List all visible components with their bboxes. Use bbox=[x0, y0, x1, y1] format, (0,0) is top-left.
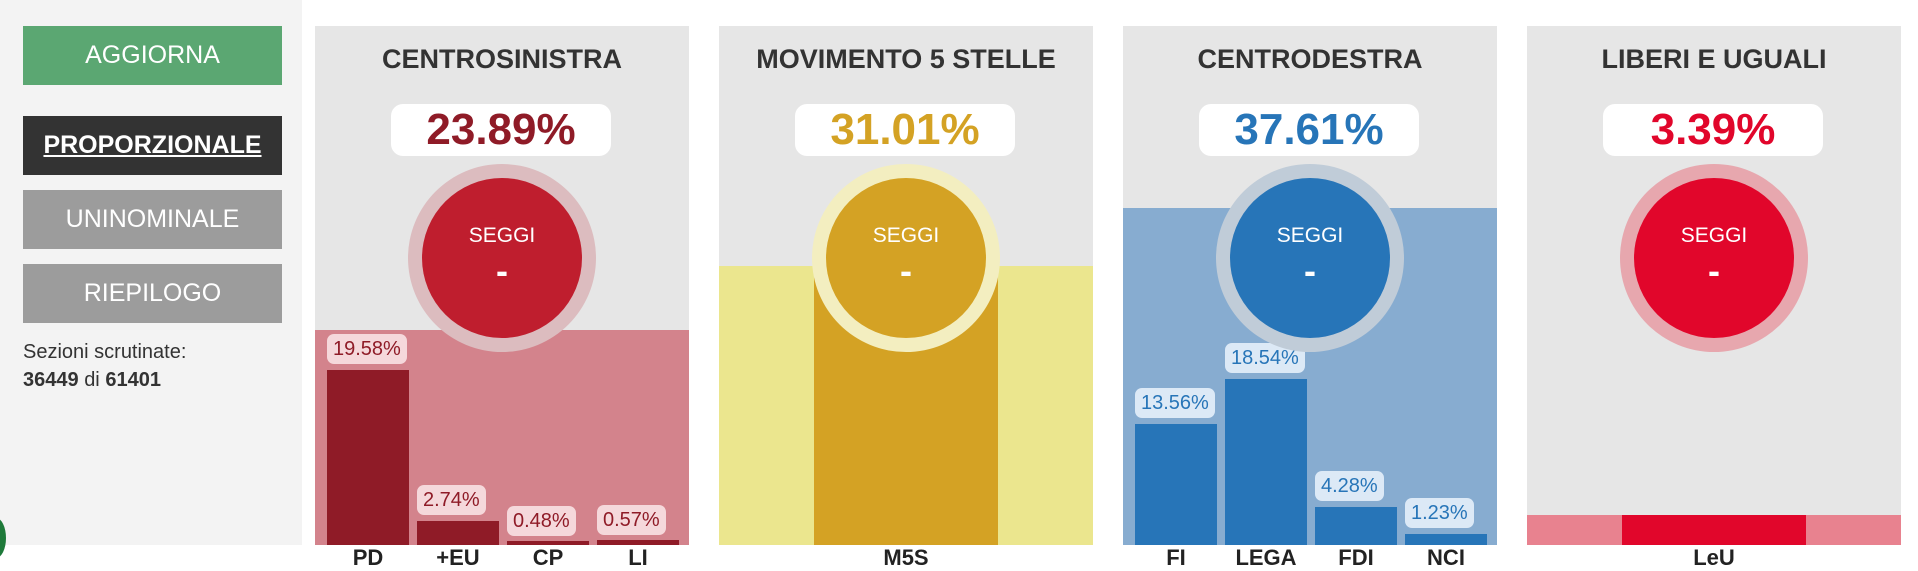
party-bar-nci[interactable] bbox=[1405, 534, 1487, 545]
seats-circle: SEGGI - bbox=[826, 178, 986, 338]
party-name-eu: +EU bbox=[436, 545, 480, 570]
party-bar-cp[interactable] bbox=[507, 541, 589, 545]
party-bar-pd[interactable] bbox=[327, 370, 409, 545]
party-percent-cp: 0.48% bbox=[507, 506, 576, 536]
seats-ring: SEGGI - bbox=[1620, 164, 1808, 352]
coalition-title: MOVIMENTO 5 STELLE bbox=[756, 44, 1056, 74]
seats-value: - bbox=[496, 250, 508, 291]
party-name-pd: PD bbox=[352, 545, 384, 570]
coalition-percent: 23.89% bbox=[391, 104, 611, 156]
seats-ring: SEGGI - bbox=[812, 164, 1000, 352]
sections-label: Sezioni scrutinate: bbox=[23, 341, 187, 363]
seats-value: - bbox=[1708, 250, 1720, 291]
seats-label: SEGGI bbox=[872, 224, 940, 247]
coalition-percent: 37.61% bbox=[1199, 104, 1419, 156]
party-name-nci: NCI bbox=[1427, 545, 1465, 570]
party-bar-eu[interactable] bbox=[417, 521, 499, 545]
seats-label: SEGGI bbox=[1276, 224, 1344, 247]
seats-circle: SEGGI - bbox=[1634, 178, 1794, 338]
sections-counter: Sezioni scrutinate: 36449 di 61401 bbox=[23, 338, 186, 394]
party-name-m5s: M5S bbox=[883, 545, 929, 570]
coalition-percent: 31.01% bbox=[795, 104, 1015, 156]
seats-label: SEGGI bbox=[1680, 224, 1748, 247]
tab-riepilogo[interactable]: RIEPILOGO bbox=[23, 264, 282, 323]
sections-of: di bbox=[84, 369, 100, 391]
party-percent-fi: 13.56% bbox=[1135, 388, 1215, 418]
seats-ring: SEGGI - bbox=[408, 164, 596, 352]
seats-circle: SEGGI - bbox=[1230, 178, 1390, 338]
seats-circle: SEGGI - bbox=[422, 178, 582, 338]
party-percent-fdi: 4.28% bbox=[1315, 471, 1384, 501]
seats-value: - bbox=[1304, 250, 1316, 291]
party-bar-fi[interactable] bbox=[1135, 424, 1217, 545]
party-percent-pd: 19.58% bbox=[327, 334, 407, 364]
party-name-li: LI bbox=[628, 545, 648, 570]
sections-total: 61401 bbox=[105, 369, 161, 391]
party-percent-nci: 1.23% bbox=[1405, 498, 1474, 528]
coalition-title: CENTRODESTRA bbox=[1197, 44, 1423, 74]
party-percent-eu: 2.74% bbox=[417, 485, 486, 515]
decorative-dot bbox=[0, 518, 6, 558]
seats-label: SEGGI bbox=[468, 224, 536, 247]
party-name-fi: FI bbox=[1166, 545, 1186, 570]
party-name-cp: CP bbox=[532, 545, 564, 570]
coalition-percent: 3.39% bbox=[1603, 104, 1823, 156]
sections-values: 36449 di 61401 bbox=[23, 366, 186, 394]
party-bar-leu[interactable] bbox=[1622, 515, 1806, 545]
party-bar-fdi[interactable] bbox=[1315, 507, 1397, 545]
party-name-leu: LeU bbox=[1693, 545, 1735, 570]
coalition-panel-m5s[interactable]: MOVIMENTO 5 STELLE 31.01% SEGGI - bbox=[719, 26, 1093, 545]
party-name-lega: LEGA bbox=[1235, 545, 1297, 570]
seats-ring: SEGGI - bbox=[1216, 164, 1404, 352]
tab-uninominale[interactable]: UNINOMINALE bbox=[23, 190, 282, 249]
party-percent-li: 0.57% bbox=[597, 505, 666, 535]
sections-counted: 36449 bbox=[23, 369, 79, 391]
tab-proporzionale[interactable]: PROPORZIONALE bbox=[23, 116, 282, 175]
coalition-title: CENTROSINISTRA bbox=[381, 44, 622, 74]
coalition-panel-centrosinistra[interactable]: CENTROSINISTRA 23.89% 19.58% 2.74% 0.48%… bbox=[315, 26, 689, 545]
party-name-fdi: FDI bbox=[1338, 545, 1374, 570]
coalition-panel-centrodestra[interactable]: CENTRODESTRA 37.61% 13.56% 18.54% 4.28% … bbox=[1123, 26, 1497, 545]
seats-value: - bbox=[900, 250, 912, 291]
party-bar-li[interactable] bbox=[597, 540, 679, 545]
party-bar-lega[interactable] bbox=[1225, 379, 1307, 545]
update-button[interactable]: AGGIORNA bbox=[23, 26, 282, 85]
coalition-panel-leu[interactable]: LIBERI E UGUALI 3.39% SEGGI - bbox=[1527, 26, 1901, 545]
coalition-title: LIBERI E UGUALI bbox=[1601, 44, 1827, 74]
